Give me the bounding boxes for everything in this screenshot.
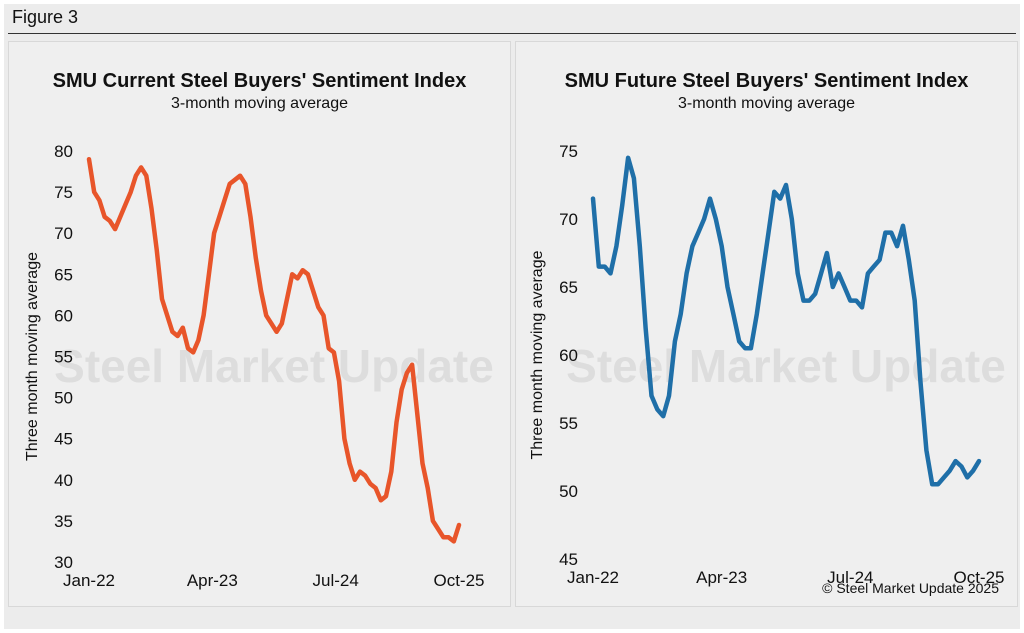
y-axis-label: Three month moving average <box>24 252 41 461</box>
y-tick-label: 35 <box>54 512 73 531</box>
chart-subtitle: 3-month moving average <box>171 95 348 112</box>
y-tick-label: 70 <box>54 224 73 243</box>
y-tick-label: 45 <box>559 550 578 569</box>
y-tick-label: 60 <box>559 346 578 365</box>
chart-subtitle: 3-month moving average <box>678 95 855 112</box>
y-tick-label: 50 <box>559 482 578 501</box>
x-tick-label: Jul-24 <box>827 568 873 587</box>
y-tick-label: 80 <box>54 142 73 161</box>
future-sentiment-panel: SMU Future Steel Buyers' Sentiment Index… <box>515 41 1018 607</box>
y-tick-label: 40 <box>54 471 73 490</box>
y-tick-label: 75 <box>559 142 578 161</box>
y-tick-label: 60 <box>54 306 73 325</box>
current-sentiment-chart: Steel Market Update 80 75 70 65 60 55 50 45 40 35 3… <box>24 142 494 590</box>
chart-title: SMU Future Steel Buyers' Sentiment Index <box>564 70 969 92</box>
y-tick-label: 65 <box>559 278 578 297</box>
series-line <box>86 156 462 544</box>
x-tick-label: Jul-24 <box>313 571 359 590</box>
chart-title: SMU Current Steel Buyers' Sentiment Inde… <box>52 70 467 92</box>
y-tick-label: 55 <box>54 348 73 367</box>
y-tick-label: 75 <box>54 183 73 202</box>
x-tick-label: Apr-23 <box>187 571 238 590</box>
y-tick-label: 70 <box>559 210 578 229</box>
series-line <box>590 155 982 487</box>
y-axis-label: Three month moving average <box>529 250 546 459</box>
x-tick-label: Oct-25 <box>433 571 484 590</box>
watermark-text: Steel Market Update <box>54 340 494 392</box>
current-sentiment-panel: SMU Current Steel Buyers' Sentiment Inde… <box>8 41 511 607</box>
figure-divider <box>8 33 1016 34</box>
y-tick-label: 30 <box>54 553 73 572</box>
y-tick-label: 65 <box>54 265 73 284</box>
x-tick-label: Jan-22 <box>63 571 115 590</box>
x-tick-label: Oct-25 <box>953 568 1004 587</box>
y-tick-label: 45 <box>54 430 73 449</box>
y-tick-label: 50 <box>54 389 73 408</box>
watermark-text: Steel Market Update <box>566 340 1006 392</box>
x-tick-label: Apr-23 <box>696 568 747 587</box>
y-tick-label: 55 <box>559 414 578 433</box>
x-tick-label: Jan-22 <box>567 568 619 587</box>
copyright-notice: © Steel Market Update 2025 <box>822 580 999 596</box>
figure-label: Figure 3 <box>12 7 79 27</box>
